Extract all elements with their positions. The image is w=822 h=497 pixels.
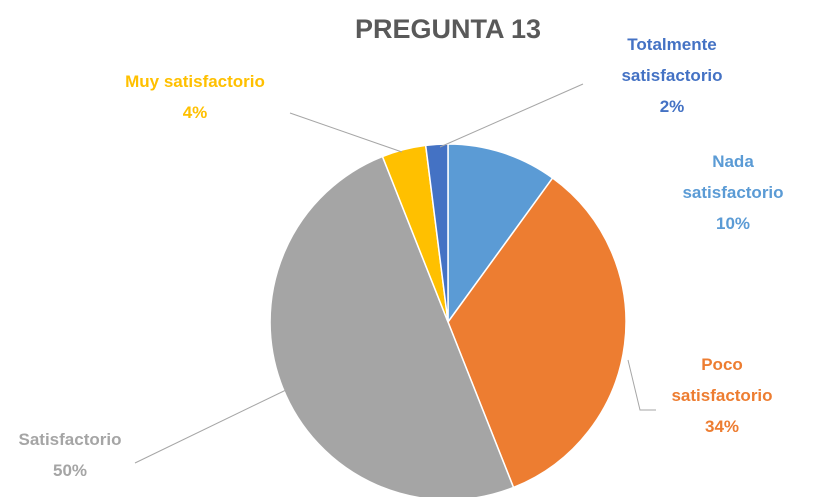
- label-name: Totalmente satisfactorio: [621, 35, 723, 85]
- label-value: 2%: [659, 97, 685, 116]
- leader-line: [289, 112, 403, 153]
- data-label: Nada satisfactorio 10%: [663, 146, 803, 239]
- data-label: Totalmente satisfactorio 2%: [597, 29, 747, 122]
- leader-line: [439, 83, 584, 148]
- label-name: Muy satisfactorio: [125, 72, 265, 91]
- data-label: Muy satisfactorio 4%: [85, 66, 305, 128]
- chart-title: PREGUNTA 13: [354, 14, 542, 44]
- label-name: Satisfactorio: [18, 430, 122, 449]
- pie-slice: [269, 155, 515, 497]
- data-label: Satisfactorio 50%: [0, 424, 140, 486]
- label-name: Poco satisfactorio: [671, 355, 773, 405]
- label-value: 50%: [52, 461, 88, 480]
- pie-slice: [447, 176, 627, 489]
- leader-line: [627, 359, 656, 411]
- data-label: Poco satisfactorio 34%: [652, 349, 792, 442]
- leader-line: [134, 389, 287, 464]
- label-value: 10%: [715, 214, 751, 233]
- label-name: Nada satisfactorio: [682, 152, 784, 202]
- pie-slice: [447, 143, 554, 325]
- slices: [269, 143, 627, 497]
- label-value: 34%: [704, 417, 740, 436]
- label-value: 4%: [182, 103, 208, 122]
